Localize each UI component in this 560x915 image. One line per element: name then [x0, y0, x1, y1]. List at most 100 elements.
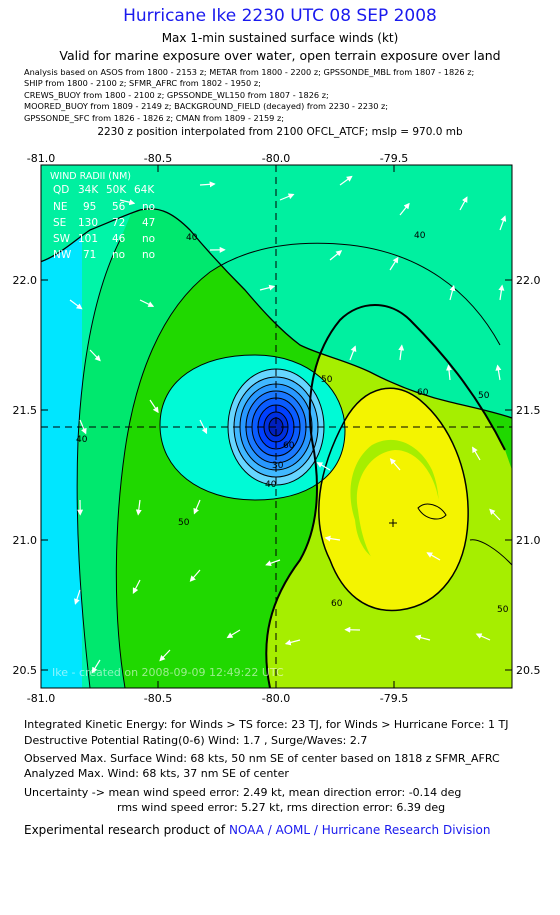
source-line: SHIP from 1800 - 2100 z; SFMR_AFRC from …: [24, 78, 261, 88]
radii-cell: 95: [83, 201, 96, 213]
contour-label: 50: [478, 391, 490, 401]
y-tick-label: 21.0: [13, 534, 38, 547]
wind-radii-header: QD 34K 50K 64K: [53, 184, 155, 196]
wind-vector: [329, 250, 343, 261]
wind-vector: [398, 344, 405, 361]
radii-cell: 46: [112, 233, 126, 245]
radii-cell: NW: [53, 249, 72, 261]
wind-vector: [414, 634, 431, 641]
y-tick-label: 22.0: [13, 274, 38, 287]
radii-cell: 71: [83, 249, 96, 261]
wind-vector: [349, 345, 357, 361]
y-tick-label: 20.5: [516, 664, 541, 677]
x-tick-label: -79.5: [380, 692, 408, 705]
wind-vector: [498, 284, 505, 301]
wind-radii-title: WIND RADII (NM): [50, 171, 131, 182]
wind-vector: [226, 629, 241, 639]
uncertainty-rms-line: rms wind speed error: 5.27 kt, rms direc…: [117, 801, 446, 814]
radii-cell: 101: [78, 233, 98, 245]
storm-center-crosshair: [41, 165, 512, 688]
wind-vector: [459, 196, 468, 211]
y-tick-label: 21.5: [516, 404, 541, 417]
wind-radii-row: SE 130 72 47: [53, 217, 155, 229]
radii-cell: 47: [142, 217, 155, 229]
credit-line: Experimental research product of NOAA / …: [24, 823, 491, 837]
y-tick-label: 21.5: [13, 404, 38, 417]
x-tick-label: -80.0: [262, 692, 290, 705]
y-tick-label: 21.0: [516, 534, 541, 547]
x-tick-label: -79.5: [380, 152, 408, 165]
wind-vector: [446, 364, 452, 381]
source-line: CREWS_BUOY from 1800 - 2100 z; GPSSONDE_…: [24, 90, 329, 100]
analyzed-max-line: Analyzed Max. Wind: 68 kts, 37 nm SE of …: [24, 767, 289, 780]
radii-cell: 130: [78, 217, 98, 229]
contour-label: 40: [414, 231, 426, 241]
subtitle-units: Max 1-min sustained surface winds (kt): [161, 31, 399, 45]
wind-radii-row: NE 95 56 no: [53, 201, 155, 213]
page-title: Hurricane Ike 2230 UTC 08 SEP 2008: [123, 6, 437, 26]
wind-vector: [284, 639, 301, 646]
wind-vector: [324, 535, 341, 542]
credit-prefix: Experimental research product of: [24, 823, 226, 837]
wind-vector: [199, 181, 216, 188]
wind-vector: [499, 215, 507, 231]
wind-contours: [41, 208, 512, 688]
wind-vector: [472, 446, 481, 461]
x-tick-label: -80.0: [262, 152, 290, 165]
wind-vector: [495, 364, 502, 381]
wind-vector: [339, 175, 353, 186]
wind-band-64-core: [356, 450, 440, 575]
wind-vector: [489, 508, 501, 521]
source-line: GPSSONDE_SFC from 1826 - 1826 z; CMAN fr…: [24, 113, 285, 123]
contour-label: 40: [186, 233, 198, 243]
x-tick-label: -81.0: [27, 152, 55, 165]
ike-line: Integrated Kinetic Energy: for Winds > T…: [24, 718, 509, 731]
radii-cell: NE: [53, 201, 68, 213]
wind-vector: [475, 633, 491, 641]
radii-col-header: 64K: [134, 184, 155, 196]
wind-radii-row: SW 101 46 no: [53, 233, 155, 245]
radii-cell: SW: [53, 233, 71, 245]
wind-vector: [389, 458, 401, 471]
wind-vector: [279, 193, 295, 201]
radii-cell: 72: [112, 217, 125, 229]
radii-cell: 56: [112, 201, 126, 213]
observed-max-line: Observed Max. Surface Wind: 68 kts, 50 n…: [24, 752, 500, 765]
radii-col-header: QD: [53, 184, 69, 196]
watermark-text: Ike - created on 2008-09-09 12:49:22 UTC: [52, 666, 284, 679]
wind-vector: [132, 579, 141, 594]
radii-cell: no: [112, 249, 125, 261]
wind-vector: [389, 256, 399, 271]
max-wind-marker: [389, 519, 397, 527]
contour-label: 30: [272, 461, 284, 471]
wind-map: 40 40 40 50 50 60 60 30 40 50 50 60 Ike …: [13, 152, 541, 705]
wind-vector: [265, 559, 281, 567]
wind-vector: [74, 589, 81, 605]
wind-vector: [449, 284, 456, 301]
contour-label: 40: [265, 480, 277, 490]
wind-vector: [316, 462, 331, 471]
wind-vector: [89, 349, 101, 362]
contour-label: 60: [417, 388, 429, 398]
radii-col-header: 34K: [78, 184, 99, 196]
radii-cell: no: [142, 201, 155, 213]
wind-vector: [69, 299, 83, 310]
wind-vector: [199, 419, 208, 435]
wind-vector: [91, 659, 101, 674]
noaa-aoml-link[interactable]: NOAA / AOML / Hurricane Research Divisio…: [228, 823, 491, 837]
wind-vector: [159, 649, 171, 662]
axis-ticks: [40, 165, 512, 688]
wind-radii-row: NW 71 no no: [53, 249, 155, 261]
x-tick-label: -81.0: [27, 692, 55, 705]
position-note: 2230 z position interpolated from 2100 O…: [97, 126, 463, 138]
wind-vector: [259, 284, 276, 291]
wind-vector: [139, 299, 155, 307]
source-line: MOORED_BUOY from 1809 - 2149 z; BACKGROU…: [24, 101, 389, 111]
x-tick-label: -80.5: [144, 152, 172, 165]
wind-vectors: [69, 175, 507, 674]
wind-radii-table: WIND RADII (NM) QD 34K 50K 64K NE 95 56 …: [50, 171, 155, 261]
wind-vector: [426, 552, 441, 561]
contour-label: 50: [321, 375, 333, 385]
source-line: Analysis based on ASOS from 1800 - 2153 …: [24, 67, 475, 77]
x-tick-label: -80.5: [144, 692, 172, 705]
